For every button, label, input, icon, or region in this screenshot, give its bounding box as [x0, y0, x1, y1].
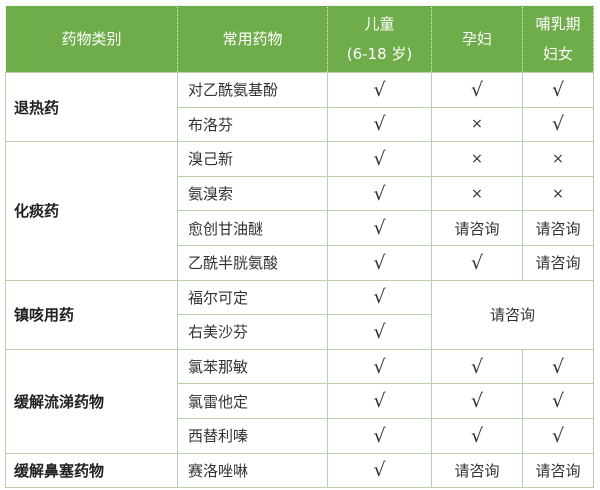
drug-cell: 赛洛唑啉: [177, 452, 328, 489]
pregnant-cell: √: [431, 72, 523, 108]
table-row: 布洛芬 √ × √: [6, 106, 594, 143]
table-row: 右美沙芬 √: [6, 314, 594, 350]
table-row: 退热药 对乙酰氨基酚 √ √ √: [5, 71, 594, 143]
drug-cell: 氯雷他定: [177, 383, 328, 419]
drug-cell: 西替利嗪: [177, 417, 328, 454]
header-row: 药物类别 常用药物 儿童 (6-18 岁) 孕妇 哺乳期妇女: [5, 5, 594, 73]
pregnant-cell: √: [431, 244, 523, 281]
drug-cell: 福尔可定: [177, 279, 328, 316]
lactating-cell: √: [522, 106, 594, 143]
table-row: 镇咳用药 福尔可定 √ 请咨询: [5, 279, 594, 350]
lactating-cell: 请咨询: [522, 452, 594, 489]
header-pregnant: 孕妇: [431, 5, 523, 73]
header-lactating: 哺乳期 妇女: [522, 5, 594, 73]
drug-cell: 氨溴索: [177, 175, 328, 212]
pregnant-cell: ×: [431, 175, 523, 212]
category-cell: 退热药: [5, 71, 178, 143]
pregnant-cell: √: [431, 383, 523, 419]
header-child-line1: 儿童: [364, 15, 395, 33]
drug-cell: 对乙酰氨基酚: [177, 72, 328, 108]
lactating-cell: √: [522, 417, 594, 454]
drug-cell: 乙酰半胱氨酸: [177, 244, 328, 281]
lactating-cell: 请咨询: [522, 210, 594, 246]
lactating-cell: 请咨询: [522, 244, 594, 281]
category-cell: 缓解鼻塞药物: [5, 452, 178, 489]
header-lactating-line1: 哺乳期: [535, 15, 581, 33]
child-cell: √: [327, 210, 432, 246]
header-drug: 常用药物: [177, 5, 328, 73]
child-cell: √: [327, 141, 432, 177]
child-cell: √: [327, 279, 432, 316]
lactating-cell: √: [522, 348, 594, 385]
medication-table: 药物类别 常用药物 儿童 (6-18 岁) 孕妇 哺乳期 妇女 退热药 对乙酰氨基酚 √…: [5, 5, 594, 489]
child-cell: √: [327, 106, 432, 143]
category-cell: 镇咳用药: [5, 279, 178, 350]
lactating-cell: √: [522, 383, 594, 419]
drug-cell: 右美沙芬: [177, 314, 328, 350]
pregnant-cell: ×: [431, 141, 523, 177]
header-lactating-line2: 妇女: [542, 45, 573, 63]
table-row: 化痰药 溴己新 √ × ×: [5, 141, 594, 281]
pregnant-cell: 请咨询: [431, 452, 523, 489]
lactating-cell: ×: [522, 175, 594, 212]
table-row: 乙酰半胱氨酸 √ √ 请咨询: [6, 244, 594, 281]
child-cell: √: [327, 417, 432, 454]
merged-note-cell: 请咨询: [431, 279, 594, 350]
child-cell: √: [327, 72, 432, 108]
pregnant-cell: √: [431, 348, 523, 385]
child-cell: √: [327, 452, 432, 489]
header-category: 药物类别: [5, 5, 178, 73]
drug-cell: 氯苯那敏: [177, 348, 328, 385]
child-cell: √: [327, 244, 432, 281]
table-row: 氯雷他定 √ √ √: [6, 383, 594, 419]
pregnant-cell: ×: [431, 106, 523, 143]
table-row: 氨溴索 √ × ×: [6, 175, 594, 212]
header-child: 儿童 (6-18 岁): [327, 5, 432, 73]
lactating-cell: ×: [522, 141, 594, 177]
child-cell: √: [327, 383, 432, 419]
child-cell: √: [327, 314, 432, 350]
header-child-line2: (6-18 岁): [346, 45, 413, 63]
drug-cell: 溴己新: [177, 141, 328, 177]
child-cell: √: [327, 175, 432, 212]
pregnant-cell: 请咨询: [431, 210, 523, 246]
child-cell: √: [327, 348, 432, 385]
table-row: 缓解流涕药物 氯苯那敏 √ √ √: [5, 348, 594, 454]
table-row: 缓解鼻塞药物 赛洛唑啉 √ 请咨询 请咨询: [5, 452, 594, 489]
category-cell: 缓解流涕药物: [5, 348, 178, 454]
lactating-cell: √: [522, 72, 594, 108]
category-cell: 化痰药: [5, 141, 178, 281]
drug-cell: 愈创甘油醚: [177, 210, 328, 246]
drug-cell: 布洛芬: [177, 106, 328, 143]
pregnant-cell: √: [431, 417, 523, 454]
